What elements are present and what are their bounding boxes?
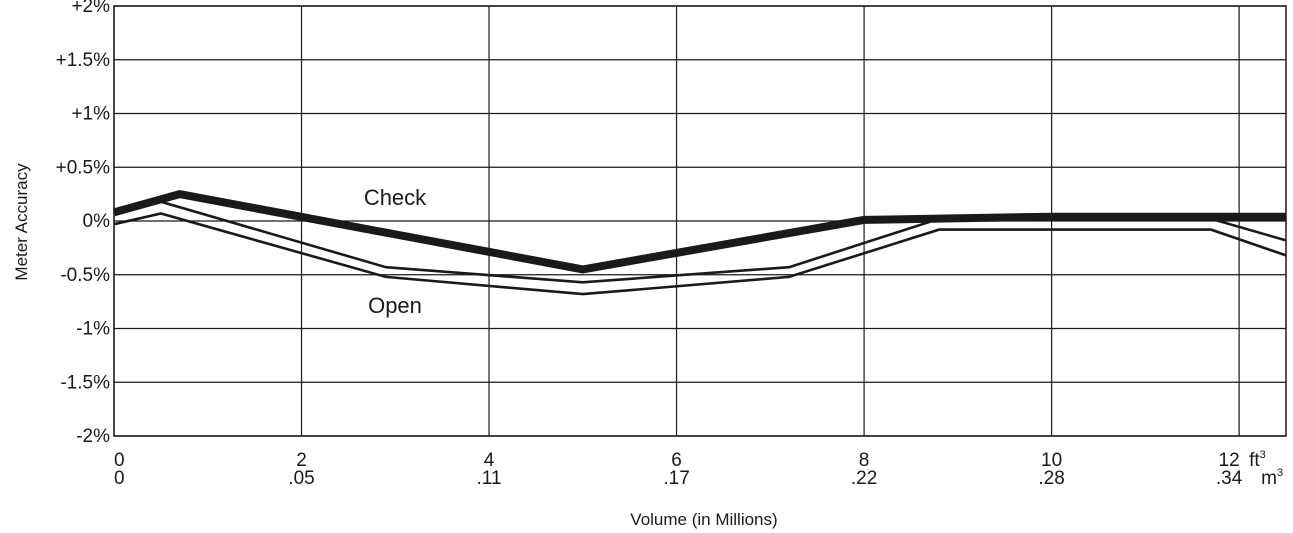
x-tick-label-bottom: .17 bbox=[663, 468, 689, 489]
y-axis-title: Meter Accuracy bbox=[12, 163, 31, 281]
series-label-check: Check bbox=[364, 185, 427, 210]
y-tick-label: +1.5% bbox=[56, 50, 111, 71]
x-tick-label-bottom: .22 bbox=[851, 468, 877, 489]
x-tick-label-top: 0 bbox=[114, 450, 125, 471]
x-tick-label-top: 6 bbox=[671, 450, 682, 471]
x-tick-label-top: 10 bbox=[1041, 450, 1062, 471]
series-label-open: Open bbox=[368, 293, 422, 318]
series-open-lower-line bbox=[113, 212, 1287, 296]
series-check-line bbox=[112, 189, 1286, 274]
y-tick-label: +0.5% bbox=[56, 157, 111, 178]
y-tick-label: -1% bbox=[76, 319, 110, 340]
x-tick-label-top: 4 bbox=[484, 450, 495, 471]
y-tick-label: -0.5% bbox=[60, 265, 110, 286]
series-open-upper-line bbox=[113, 200, 1287, 284]
series-layer bbox=[112, 189, 1287, 296]
x-tick-label-bottom: .28 bbox=[1038, 468, 1064, 489]
y-tick-labels: +2% +1.5% +1% +0.5% 0% -0.5% -1% -1.5% -2% bbox=[56, 0, 111, 447]
x-tick-label-bottom: .11 bbox=[477, 468, 502, 489]
x-unit-bottom: m3 bbox=[1261, 467, 1283, 489]
grid bbox=[113, 5, 1287, 437]
y-tick-label: +2% bbox=[71, 0, 110, 17]
x-tick-label-top: 2 bbox=[296, 450, 307, 471]
x-tick-label-top: 12 bbox=[1219, 450, 1240, 471]
x-tick-label-top: 8 bbox=[859, 450, 870, 471]
y-tick-label: -1.5% bbox=[60, 372, 110, 393]
y-tick-label: +1% bbox=[71, 104, 110, 125]
x-axis-title: Volume (in Millions) bbox=[630, 510, 777, 529]
x-tick-label-bottom: 0 bbox=[114, 468, 125, 489]
y-tick-label: 0% bbox=[83, 211, 111, 232]
y-tick-label: -2% bbox=[76, 426, 110, 447]
x-tick-label-bottom: .05 bbox=[288, 468, 314, 489]
x-tick-label-bottom: .34 bbox=[1216, 468, 1243, 489]
